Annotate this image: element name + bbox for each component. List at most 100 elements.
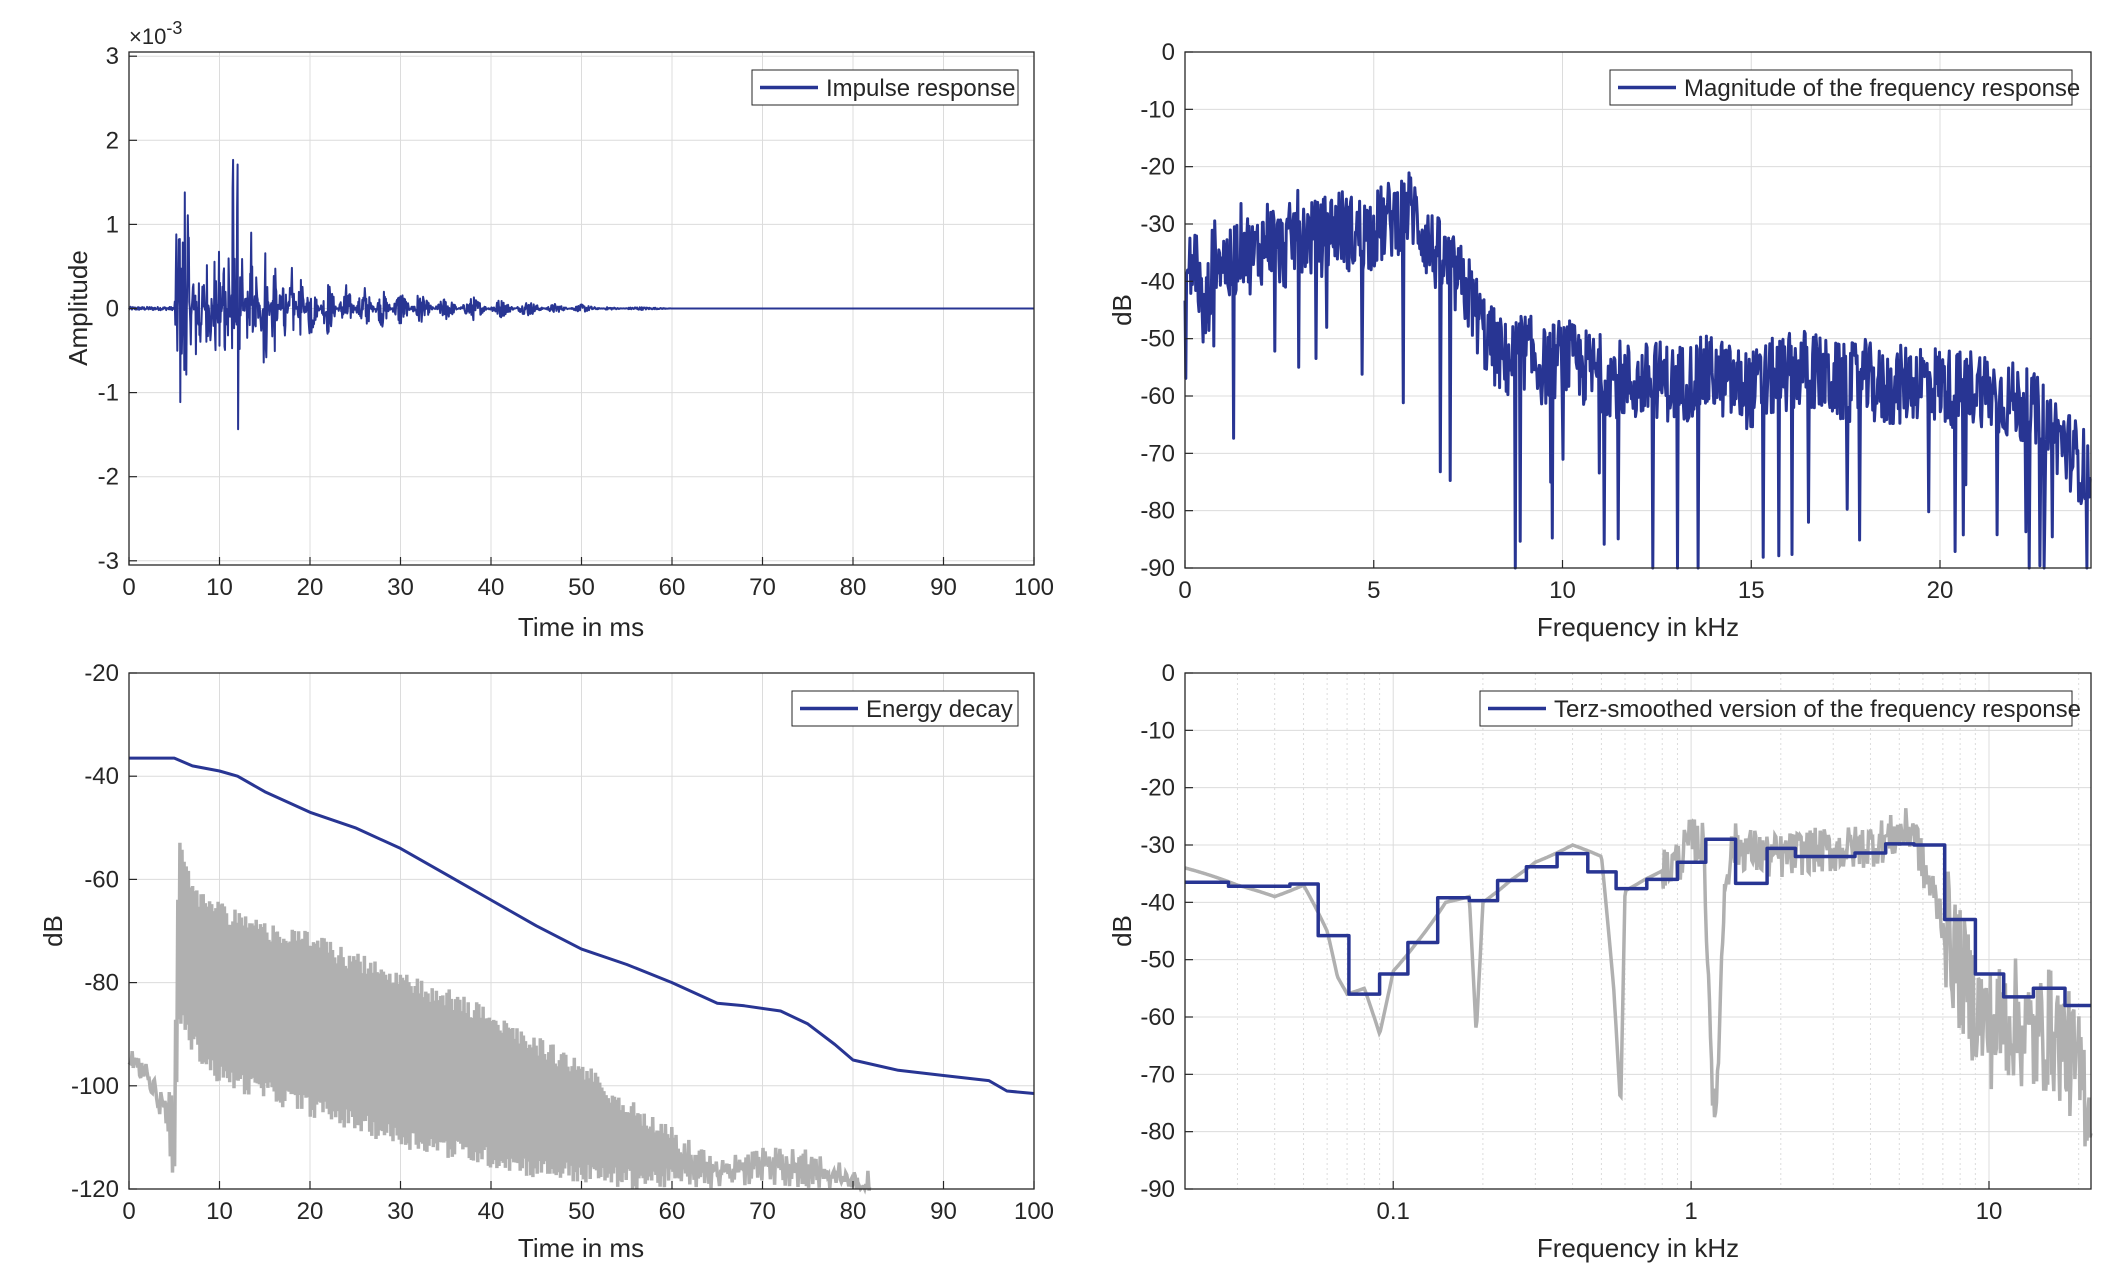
magnitude-x-ticks: 0 5 10 15 20 [1178, 560, 1953, 604]
energy-reference-layer [127, 842, 872, 1195]
impulse-x-ticks: 0 10 20 30 40 50 60 70 80 90 100 [122, 557, 1054, 601]
x-tick-label: 90 [930, 1198, 957, 1225]
y-tick-label: -1 [98, 380, 119, 407]
y-tick-label: -10 [1140, 96, 1175, 123]
impulse-exponent-base: ×10 [129, 24, 166, 49]
terz-x-ticks: 0.1 1 10 [1377, 1181, 2002, 1225]
x-tick-label: 30 [387, 574, 414, 601]
terz-legend: Terz-smoothed version of the frequency r… [1479, 690, 2081, 727]
impulse-y-axis-label: Amplitude [63, 250, 93, 366]
magnitude-legend: Magnitude of the frequency response [1609, 69, 2080, 106]
y-tick-label: -60 [1140, 383, 1175, 410]
x-tick-label: 10 [1549, 577, 1576, 604]
terz-x-axis-label: Frequency in kHz [1537, 1233, 1739, 1263]
impulse-legend: Impulse response [751, 69, 1019, 106]
y-tick-label: -50 [1140, 947, 1175, 974]
y-tick-label: -120 [71, 1176, 119, 1203]
x-tick-label: 10 [206, 574, 233, 601]
terz-legend-box [1479, 690, 2073, 727]
energy-y-axis-label: dB [38, 915, 68, 947]
terz-y-axis-label: dB [1107, 915, 1137, 947]
y-tick-label: -80 [1140, 498, 1175, 525]
x-tick-label: 0.1 [1377, 1198, 1410, 1225]
energy-legend: Energy decay [791, 690, 1019, 727]
x-tick-label: 60 [659, 1198, 686, 1225]
x-tick-label: 50 [568, 1198, 595, 1225]
terz-smoothed-panel: 0.1 1 10 0 -10 -20 -30 -40 -50 -60 -70 -80 -90 Freq… [1107, 660, 2093, 1263]
y-tick-label: 0 [106, 296, 119, 323]
y-tick-label: 0 [1162, 660, 1175, 687]
y-tick-label: -20 [1140, 154, 1175, 181]
y-tick-label: -40 [1140, 889, 1175, 916]
x-tick-label: 100 [1014, 1198, 1054, 1225]
x-tick-label: 80 [840, 1198, 867, 1225]
magnitude-response-line [1183, 171, 2092, 570]
reference-line [1184, 808, 2093, 1147]
reference-line [127, 842, 872, 1195]
y-tick-label: 3 [106, 43, 119, 70]
y-tick-label: -90 [1140, 1176, 1175, 1203]
x-tick-label: 40 [478, 1198, 505, 1225]
y-tick-label: 2 [106, 127, 119, 154]
y-tick-label: -20 [84, 660, 119, 687]
energy-x-ticks: 0 10 20 30 40 50 60 70 80 90 100 [122, 1181, 1054, 1225]
y-tick-label: -70 [1140, 1061, 1175, 1088]
y-tick-label: -80 [1140, 1119, 1175, 1146]
magnitude-response-panel: 0 5 10 15 20 0 -10 -20 -30 -40 -50 -60 -70 -80 -90 Fr… [1107, 39, 2092, 642]
energy-legend-label: Energy decay [866, 696, 1013, 723]
y-tick-label: -60 [1140, 1004, 1175, 1031]
impulse-y-ticks: 3 2 1 0 -1 -2 -3 [98, 43, 137, 575]
x-tick-label: 100 [1014, 574, 1054, 601]
energy-decay-line [129, 756, 1035, 1095]
x-tick-label: 1 [1684, 1198, 1697, 1225]
y-tick-label: -60 [84, 866, 119, 893]
x-tick-label: 90 [930, 574, 957, 601]
x-tick-label: 40 [478, 574, 505, 601]
energy-decay-panel: 0 10 20 30 40 50 60 70 80 90 100 -20-40-60-80-100-… [38, 660, 1054, 1263]
impulse-x-axis-label: Time in ms [518, 612, 644, 642]
magnitude-axes-frame [1184, 51, 2092, 569]
impulse-exponent-power: -3 [166, 18, 182, 38]
x-tick-label: 50 [568, 574, 595, 601]
y-tick-label: -80 [84, 970, 119, 997]
x-tick-label: 30 [387, 1198, 414, 1225]
x-tick-label: 20 [1927, 577, 1954, 604]
y-tick-label: -40 [84, 763, 119, 790]
impulse-response-line [128, 158, 1035, 431]
magnitude-y-axis-label: dB [1107, 294, 1137, 326]
terz-reference-layer [1184, 808, 2093, 1147]
y-tick-label: -2 [98, 464, 119, 491]
energy-y-ticks: -20 -40 -60 -80 -100 -120 [71, 660, 137, 1203]
x-tick-label: 20 [297, 574, 324, 601]
y-tick-label: -100 [71, 1073, 119, 1100]
y-tick-label: -30 [1140, 832, 1175, 859]
y-tick-label: 1 [106, 211, 119, 238]
y-tick-label: -10 [1140, 717, 1175, 744]
x-tick-label: 0 [122, 1198, 135, 1225]
terz-y-ticks: 0 -10 -20 -30 -40 -50 -60 -70 -80 -90 [1140, 660, 1193, 1203]
magnitude-x-axis-label: Frequency in kHz [1537, 612, 1739, 642]
y-tick-label: -90 [1140, 555, 1175, 582]
x-tick-label: 70 [749, 574, 776, 601]
x-tick-label: 60 [659, 574, 686, 601]
y-tick-label: 0 [1162, 39, 1175, 66]
magnitude-legend-box [1609, 69, 2073, 106]
x-tick-label: 0 [122, 574, 135, 601]
y-tick-label: -3 [98, 548, 119, 575]
y-tick-label: -70 [1140, 440, 1175, 467]
x-tick-label: 5 [1367, 577, 1380, 604]
x-tick-label: 80 [840, 574, 867, 601]
x-tick-label: 20 [297, 1198, 324, 1225]
terz-legend-label: Terz-smoothed version of the frequency r… [1554, 696, 2081, 723]
y-tick-label: -40 [1140, 268, 1175, 295]
x-tick-label: 15 [1738, 577, 1765, 604]
terz-smoothed-line [1185, 837, 2091, 1008]
y-tick-label: -20 [1140, 775, 1175, 802]
x-tick-label: 70 [749, 1198, 776, 1225]
energy-x-axis-label: Time in ms [518, 1233, 644, 1263]
magnitude-legend-label: Magnitude of the frequency response [1684, 75, 2080, 102]
magnitude-y-ticks: 0 -10 -20 -30 -40 -50 -60 -70 -80 -90 [1140, 39, 1193, 582]
y-tick-label: -50 [1140, 326, 1175, 353]
impulse-exponent-label: ×10-3 [129, 18, 182, 49]
